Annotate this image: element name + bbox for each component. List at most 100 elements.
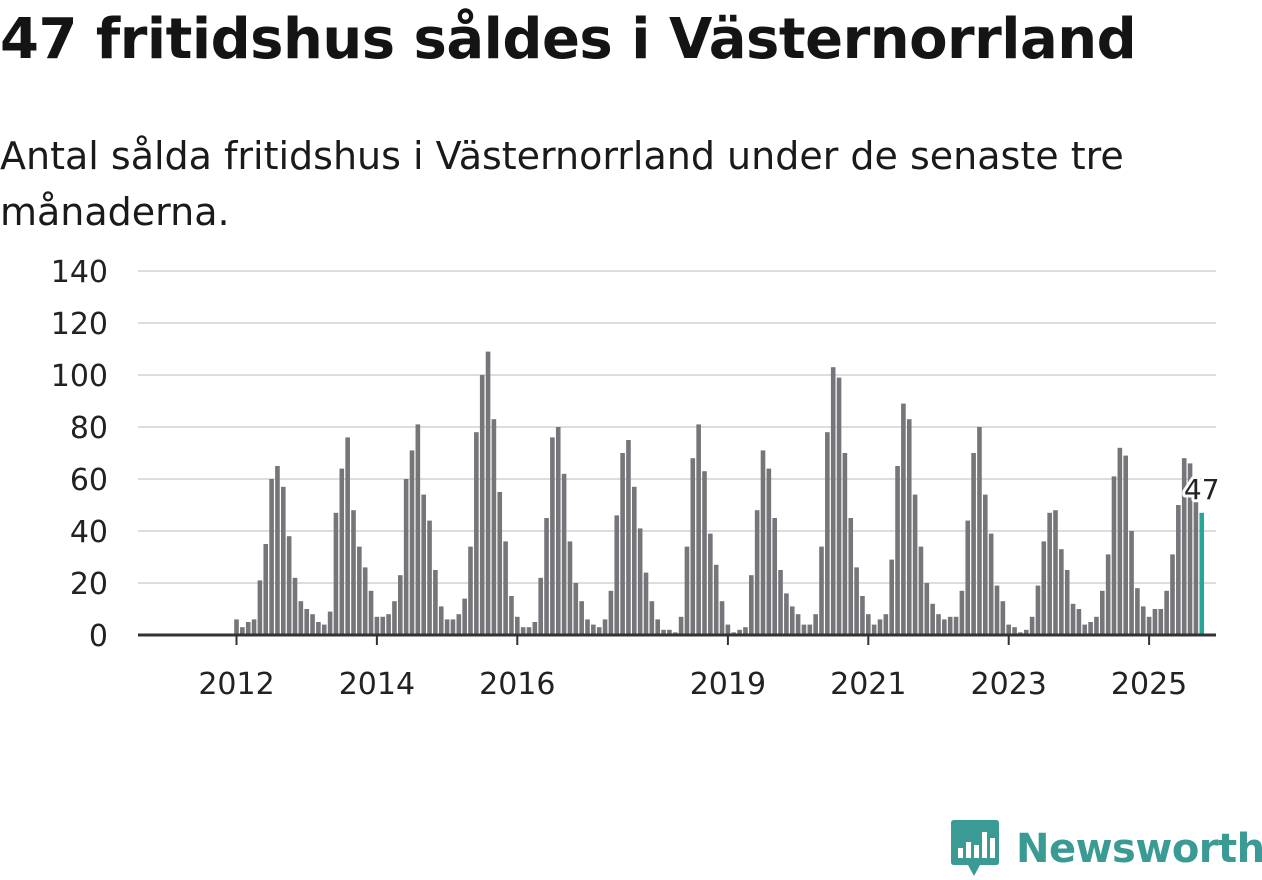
bar	[678, 616, 684, 635]
bar	[1117, 447, 1123, 635]
latest-value-label: 47	[1184, 473, 1220, 506]
bar	[895, 466, 900, 635]
bar	[398, 575, 403, 635]
bar	[1181, 458, 1187, 635]
bar	[918, 546, 924, 635]
bar	[866, 614, 871, 635]
bar	[292, 577, 298, 635]
bar	[1129, 531, 1134, 635]
y-axis: 0 20 40 60 80 100 120 140	[51, 255, 108, 654]
y-tick-label: 60	[70, 463, 108, 498]
bar	[813, 614, 818, 635]
bar	[585, 619, 590, 635]
bar	[983, 494, 988, 635]
bar	[795, 614, 801, 635]
bar	[906, 419, 912, 635]
bar	[801, 624, 807, 635]
bar	[257, 580, 263, 635]
bar	[561, 473, 567, 635]
bar	[1152, 609, 1158, 635]
bar	[690, 458, 696, 635]
bar	[386, 614, 391, 635]
bar	[936, 614, 941, 635]
bar	[848, 518, 854, 635]
bar	[421, 494, 426, 635]
bar	[1164, 590, 1169, 635]
bar	[743, 627, 748, 635]
x-tick-label: 2016	[479, 667, 555, 702]
bar	[1094, 616, 1099, 635]
bar	[655, 619, 660, 635]
x-tick-label: 2023	[971, 667, 1047, 702]
bar	[1140, 606, 1146, 635]
bar	[942, 619, 947, 635]
bar	[719, 601, 725, 635]
bar	[333, 512, 339, 635]
y-tick-label: 40	[70, 515, 108, 550]
bar	[380, 616, 386, 635]
bar	[1006, 624, 1011, 635]
bar	[1105, 554, 1111, 635]
bar	[491, 419, 497, 635]
bar	[479, 375, 485, 635]
bar	[1082, 624, 1088, 635]
bar	[830, 367, 836, 635]
bar	[760, 450, 766, 635]
bar	[632, 486, 637, 635]
y-tick-label: 120	[51, 307, 108, 342]
x-axis: 2012 2014 2016 2019 2021 2023 2025	[198, 635, 1187, 702]
bar	[784, 593, 789, 635]
bar	[503, 541, 508, 635]
bar	[316, 622, 321, 635]
bar	[1000, 601, 1006, 635]
bar	[667, 629, 672, 635]
bar	[1053, 510, 1058, 635]
x-tick-label: 2025	[1111, 667, 1187, 702]
bar	[836, 377, 842, 635]
bar	[965, 520, 971, 635]
bar	[1176, 505, 1181, 635]
bar	[275, 466, 280, 635]
bar	[409, 450, 415, 635]
x-tick-label: 2019	[690, 667, 766, 702]
bar	[977, 427, 982, 635]
bar-chart-speech-bubble-icon	[951, 820, 999, 876]
bar	[444, 619, 450, 635]
bar	[392, 601, 397, 635]
bar	[281, 486, 286, 635]
bar	[450, 619, 456, 635]
bar	[462, 598, 467, 635]
bar	[988, 533, 994, 635]
x-tick-label: 2014	[339, 667, 415, 702]
bar	[339, 468, 345, 635]
bar	[649, 601, 655, 635]
bar	[362, 567, 368, 635]
chart-subtitle: Antal sålda fritidshus i Västernorrland …	[0, 134, 1124, 234]
bar	[298, 601, 304, 635]
bar	[807, 624, 813, 635]
bar	[526, 627, 532, 635]
bar	[614, 515, 620, 635]
bar	[754, 510, 760, 635]
bar	[579, 601, 584, 635]
bar	[567, 541, 573, 635]
bar	[286, 536, 292, 635]
bar	[959, 590, 965, 635]
bar	[1012, 627, 1017, 635]
bar	[789, 606, 795, 635]
brand-name: Newsworthy	[1016, 826, 1262, 872]
y-tick-label: 0	[89, 619, 108, 654]
bar	[321, 624, 327, 635]
bar	[819, 546, 824, 635]
bar	[1170, 554, 1175, 635]
bar	[930, 603, 935, 635]
bar	[509, 596, 514, 635]
bar	[713, 564, 719, 635]
bar	[327, 611, 333, 635]
y-tick-label: 20	[70, 567, 108, 602]
bar	[1123, 455, 1128, 635]
bar	[684, 546, 690, 635]
bar	[877, 619, 883, 635]
y-tick-label: 100	[51, 359, 108, 394]
